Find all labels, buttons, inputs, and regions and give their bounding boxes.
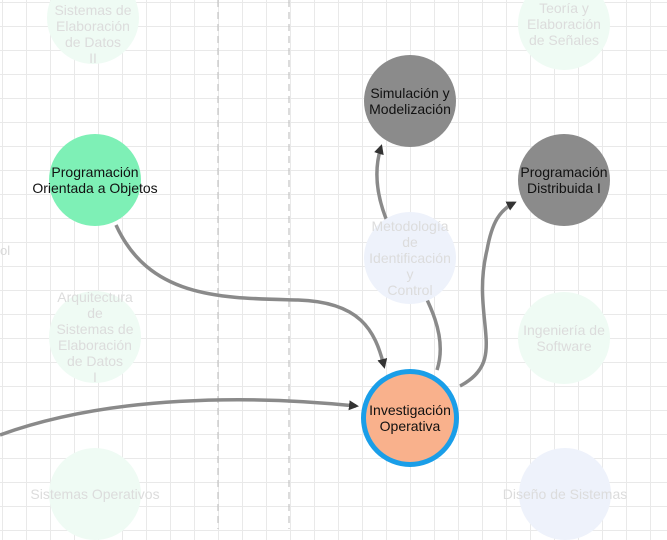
edge-investigacion-to-distribuida[interactable] [459,201,517,388]
node-metodologia[interactable]: Metodología de Identificación y Control [364,212,456,304]
node-label: Investigación Operativa [369,402,451,434]
node-label: Metodología de Identificación y Control [369,218,451,298]
node-label: Arquitectura de Sistemas de Elaboración … [54,0,132,66]
node-label: Programación Orientada a Objetos [32,164,158,196]
node-simulacion-modelizacion[interactable]: Simulación y Modelización [364,55,456,147]
node-investigacion-operativa[interactable]: Investigación Operativa [361,369,459,467]
node-sistemas-operativos[interactable]: Sistemas Operativos [30,448,160,540]
node-label: Sistemas Operativos [30,486,160,502]
node-label: Arquitectura de Sistemas de Elaboración … [56,289,134,385]
graph-canvas[interactable] [0,0,667,529]
node-arquitectura-datos-ii[interactable]: Arquitectura de Sistemas de Elaboración … [47,0,139,66]
edge-offscreen-to-investigacion[interactable] [0,397,359,437]
node-label: Simulación y Modelización [369,85,451,117]
offscreen-node-label-fragment: ol [0,243,11,258]
node-label: Diseño de Sistemas [502,486,628,502]
node-label: Teoría y Elaboración de Señales [527,0,601,48]
node-label: Programación Distribuida I [520,164,608,196]
node-arquitectura-datos-i[interactable]: Arquitectura de Sistemas de Elaboración … [49,289,141,385]
node-ingenieria-software[interactable]: Ingeniería de Software [518,292,610,384]
edge-programacion-oo-to-investigacion[interactable] [114,224,388,369]
node-label: Ingeniería de Software [523,322,605,354]
node-programacion-distribuida[interactable]: Programación Distribuida I [518,134,610,226]
node-programacion-oo[interactable]: Programación Orientada a Objetos [32,134,158,226]
node-diseno-sistemas[interactable]: Diseño de Sistemas [503,448,627,540]
node-teoria-senales[interactable]: Teoría y Elaboración de Señales [518,0,610,70]
